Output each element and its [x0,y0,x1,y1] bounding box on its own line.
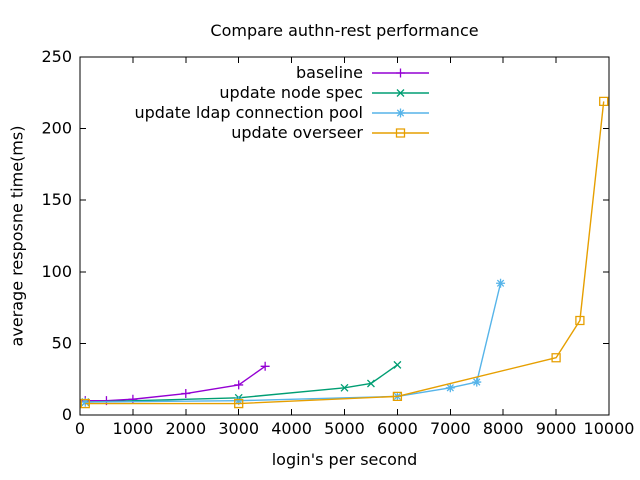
legend-sample-marker [396,89,405,97]
x-tick-label: 0 [75,419,85,438]
y-tick-label: 50 [52,333,72,352]
y-axis-label: average resposne time(ms) [7,125,27,347]
y-tick-label: 200 [41,119,72,138]
legend-item-2: update ldap connection pool [80,103,429,123]
x-tick-label: 10000 [584,419,635,438]
y-tick-label: 0 [62,405,72,424]
legend-sample [372,128,429,138]
legend-sample-marker [396,68,405,78]
legend: baseline update node spec update ldap conn… [80,63,429,143]
series-line-2 [85,283,502,403]
x-tick-label: 1000 [113,419,154,438]
legend-sample [372,89,429,97]
series-markers-3 [80,96,609,409]
x-tick-label: 3000 [218,419,259,438]
legend-sample [372,68,429,78]
legend-item-1: update node spec [80,83,429,103]
x-tick-label: 4000 [271,419,312,438]
legend-sample-marker [395,128,406,138]
x-axis-label: login's per second [271,450,418,469]
chart-title: Compare authn-rest performance [210,21,479,40]
x-tick-label: 9000 [536,419,577,438]
legend-label: update ldap connection pool [134,103,363,122]
legend-sample-marker [396,108,405,118]
series-line-3 [85,101,605,405]
series-markers-2 [80,278,506,407]
legend-item-3: update overseer [80,123,429,143]
x-tick-label: 8000 [483,419,524,438]
legend-label: update node spec [219,83,363,102]
y-tick-label: 250 [41,47,72,66]
x-tick-label: 2000 [165,419,206,438]
legend-sample [372,108,429,118]
legend-item-0: baseline [80,63,429,83]
x-tick-label: 7000 [430,419,471,438]
legend-label: baseline [295,63,363,82]
x-tick-label: 5000 [324,419,365,438]
x-tick-label: 6000 [377,419,418,438]
legend-label: update overseer [231,123,363,142]
y-tick-label: 150 [41,190,72,209]
y-tick-label: 100 [41,262,72,281]
